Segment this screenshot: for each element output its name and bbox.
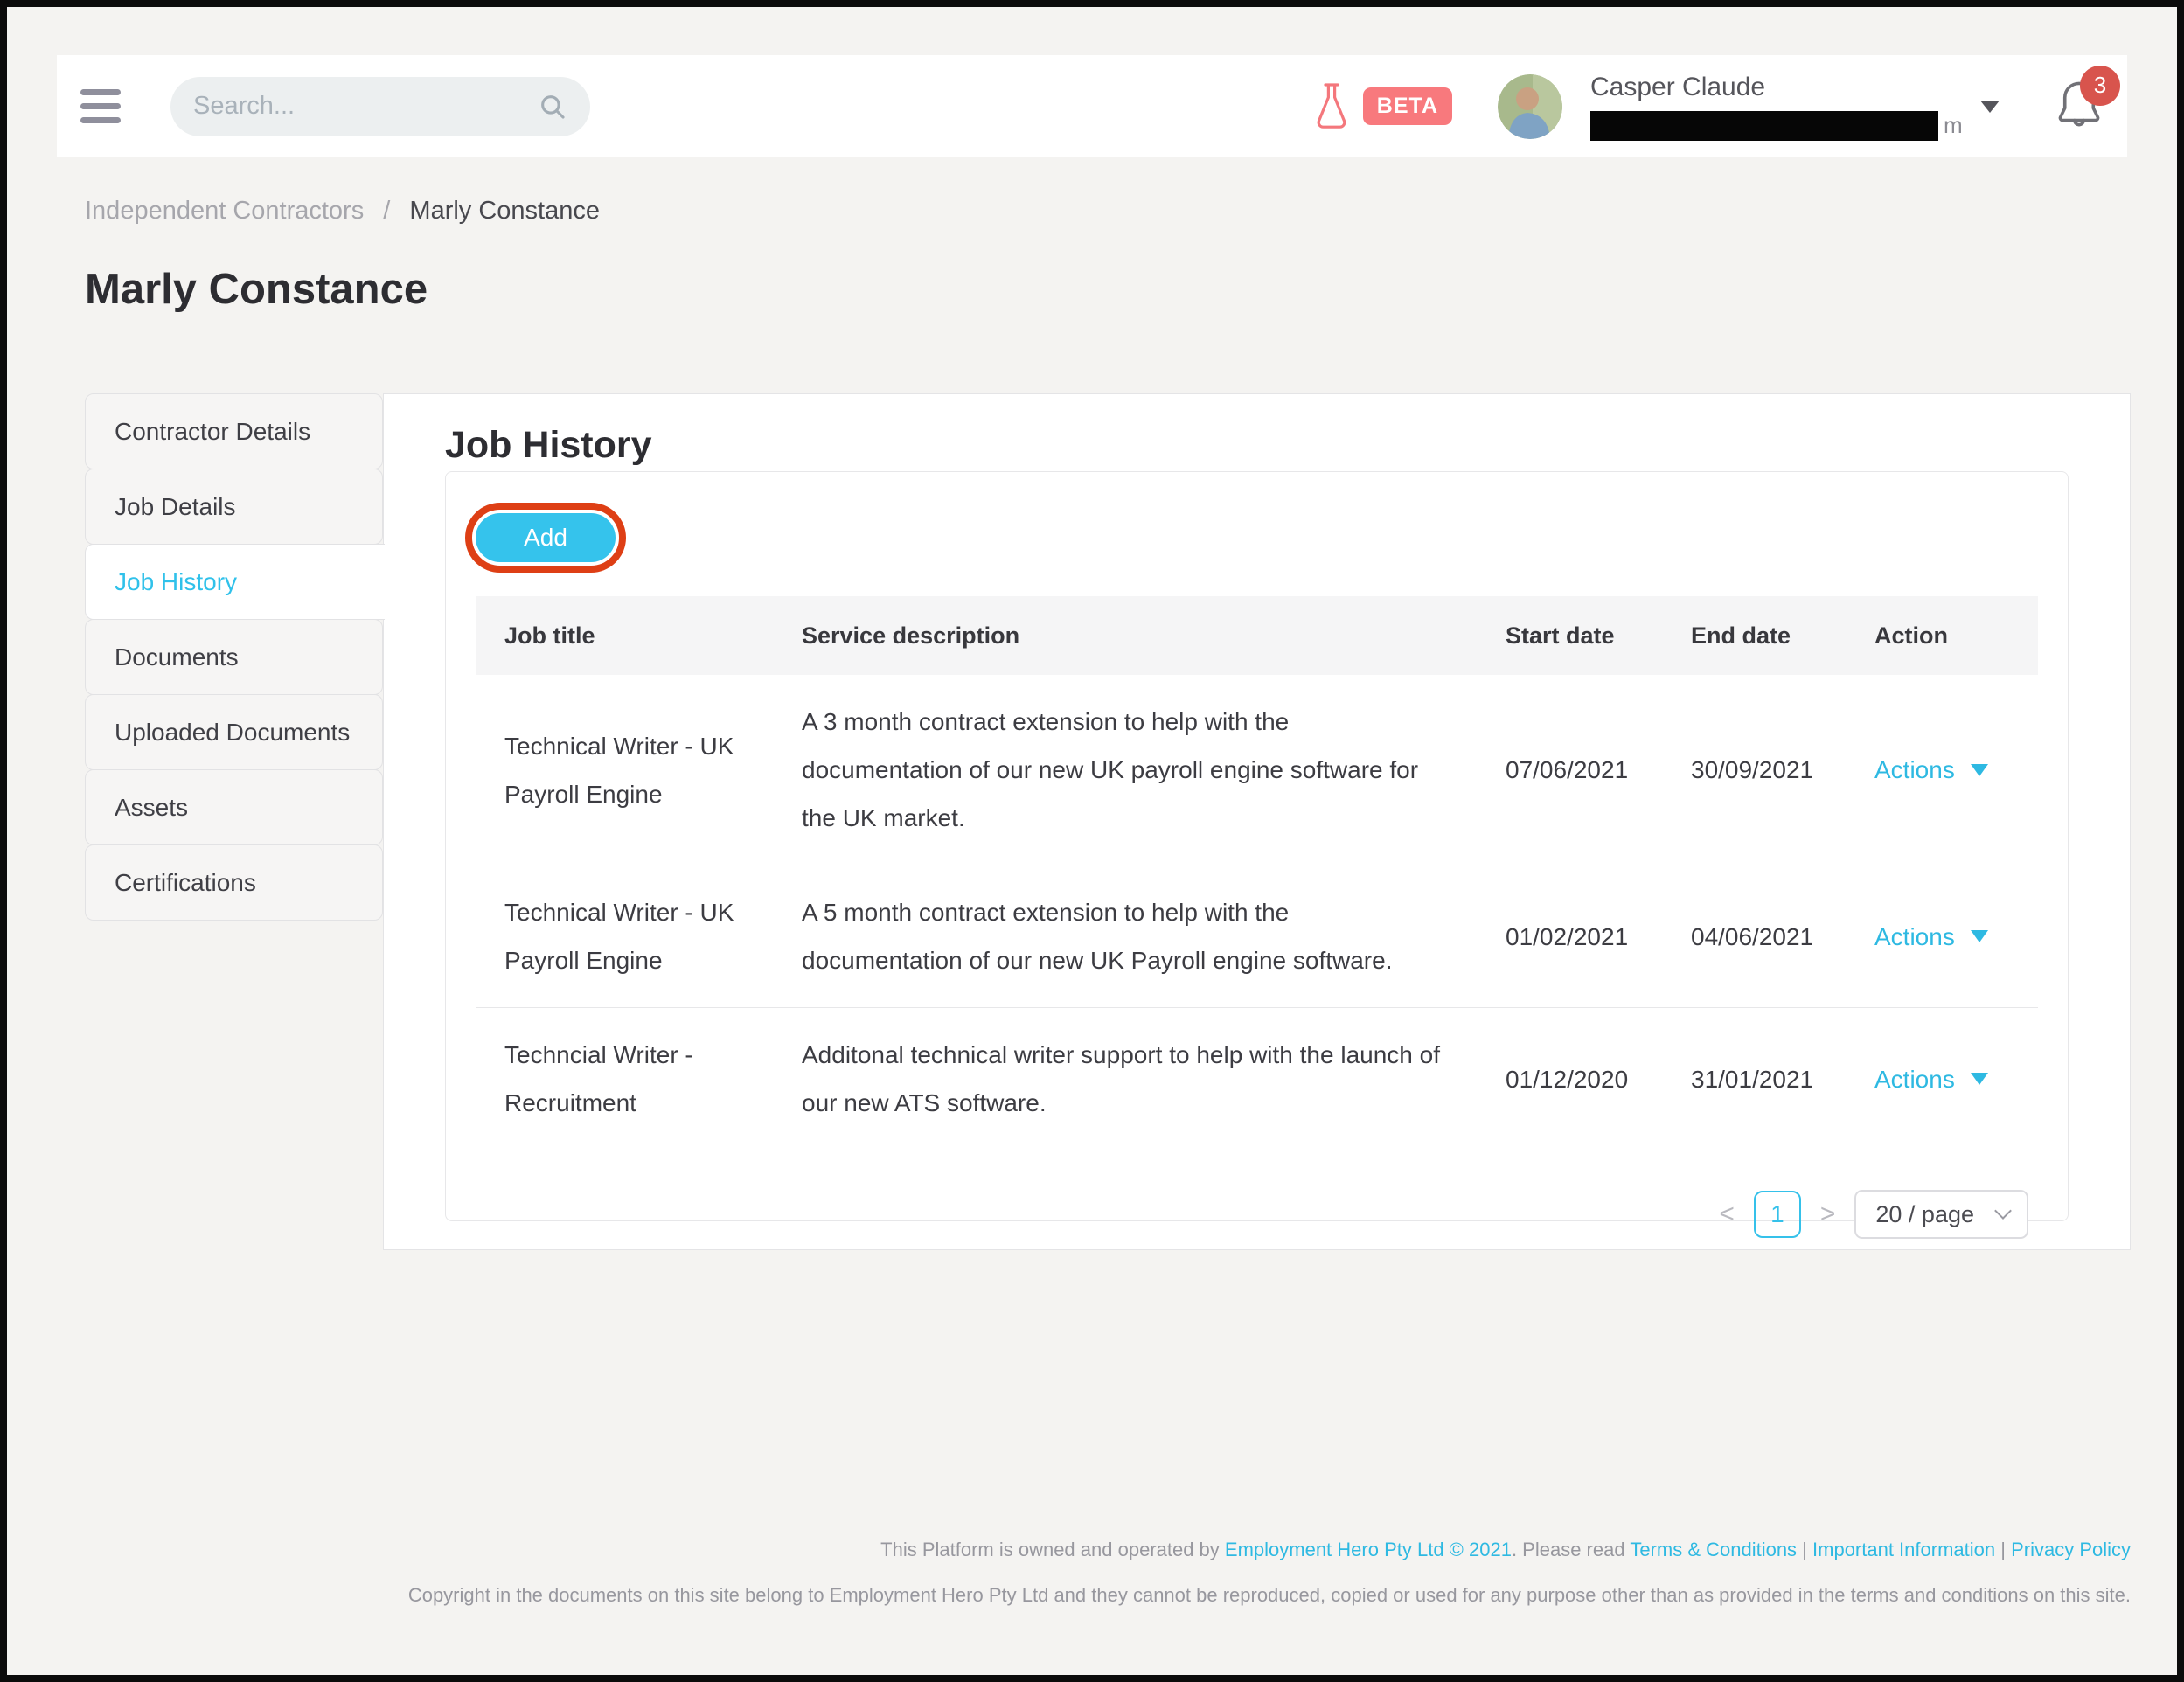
- page-size-value: 20 / page: [1875, 1200, 1974, 1227]
- breadcrumb-parent[interactable]: Independent Contractors: [85, 197, 365, 225]
- column-header-action: Action: [1874, 622, 1948, 649]
- cell-start-date: 01/12/2020: [1506, 1065, 1629, 1093]
- section-title: Job History: [445, 424, 652, 466]
- job-history-table: Job title Service description Start date…: [476, 596, 2038, 1150]
- add-button[interactable]: Add: [476, 513, 616, 562]
- footer-separator: |: [1995, 1539, 2012, 1560]
- redaction-bar: [1590, 110, 1938, 141]
- footer-legal-line: This Platform is owned and operated by E…: [880, 1539, 2131, 1561]
- user-info[interactable]: Casper Claude m: [1590, 73, 1977, 141]
- column-header-start-date: Start date: [1506, 622, 1615, 649]
- cell-service-description: A 3 month contract extension to help wit…: [802, 708, 1419, 831]
- table-row: Techncial Writer - Recruitment Additonal…: [476, 1008, 2038, 1150]
- beta-feature-group: BETA: [1311, 80, 1452, 134]
- sidebar-item-contractor-details[interactable]: Contractor Details: [85, 393, 383, 469]
- actions-label: Actions: [1874, 1065, 1955, 1093]
- app-page: BETA Casper Claude m: [7, 7, 2177, 1675]
- user-email: m: [1944, 112, 1963, 138]
- column-header-job-title: Job title: [504, 622, 595, 649]
- cell-job-title: Technical Writer - UK Payroll Engine: [504, 899, 734, 974]
- chevron-down-icon[interactable]: [1980, 100, 2000, 113]
- cell-start-date: 07/06/2021: [1506, 756, 1629, 783]
- search-input[interactable]: [193, 92, 538, 121]
- cell-job-title: Technical Writer - UK Payroll Engine: [504, 732, 734, 808]
- page-size-select[interactable]: 20 / page: [1854, 1190, 2028, 1239]
- sidebar-item-certifications[interactable]: Certifications: [85, 844, 383, 921]
- terms-conditions-link[interactable]: Terms & Conditions: [1630, 1539, 1798, 1560]
- user-name: Casper Claude: [1590, 72, 1766, 101]
- job-history-panel: Job History Add Job title Service descri…: [383, 393, 2131, 1250]
- pagination: < 1 > 20 / page: [446, 1190, 2028, 1239]
- employment-hero-link[interactable]: Employment Hero Pty Ltd © 2021: [1224, 1539, 1512, 1560]
- notification-count-badge: 3: [2080, 65, 2120, 106]
- hamburger-menu-icon[interactable]: [80, 89, 121, 123]
- table-row: Technical Writer - UK Payroll Engine A 3…: [476, 675, 2038, 865]
- chevron-down-icon: [1994, 1202, 2012, 1220]
- sidebar-item-assets[interactable]: Assets: [85, 769, 383, 845]
- actions-dropdown[interactable]: Actions: [1874, 1055, 1988, 1103]
- cell-end-date: 04/06/2021: [1691, 922, 1814, 950]
- sidebar-tabs: Contractor Details Job Details Job Histo…: [85, 393, 385, 921]
- table-row: Technical Writer - UK Payroll Engine A 5…: [476, 865, 2038, 1008]
- flask-icon: [1317, 82, 1346, 129]
- cell-service-description: Additonal technical writer support to he…: [802, 1041, 1440, 1116]
- search-icon: [541, 94, 565, 119]
- privacy-policy-link[interactable]: Privacy Policy: [2011, 1539, 2131, 1560]
- breadcrumb: Independent Contractors / Marly Constanc…: [85, 197, 600, 226]
- sidebar-item-uploaded-documents[interactable]: Uploaded Documents: [85, 694, 383, 770]
- search-box[interactable]: [170, 76, 590, 136]
- column-header-service-description: Service description: [802, 622, 1020, 649]
- cell-service-description: A 5 month contract extension to help wit…: [802, 899, 1393, 974]
- next-page-button[interactable]: >: [1819, 1199, 1836, 1228]
- table-header: Job title Service description Start date…: [476, 596, 2038, 675]
- page-title: Marly Constance: [85, 266, 428, 313]
- sidebar-item-documents[interactable]: Documents: [85, 619, 383, 695]
- footer-text: . Please read: [1511, 1539, 1631, 1560]
- column-header-end-date: End date: [1691, 622, 1791, 649]
- chevron-down-icon: [1970, 1073, 1988, 1085]
- actions-label: Actions: [1874, 756, 1955, 783]
- footer-text: This Platform is owned and operated by: [880, 1539, 1225, 1560]
- current-page-button[interactable]: 1: [1753, 1191, 1801, 1238]
- beta-badge: BETA: [1362, 87, 1452, 125]
- chevron-down-icon: [1970, 930, 1988, 942]
- job-history-card: Add Job title Service description Start …: [445, 471, 2069, 1239]
- footer-copyright-line: Copyright in the documents on this site …: [407, 1584, 2131, 1606]
- chevron-down-icon: [1970, 763, 1988, 776]
- cell-end-date: 31/01/2021: [1691, 1065, 1814, 1093]
- actions-dropdown[interactable]: Actions: [1874, 913, 1988, 961]
- top-bar: BETA Casper Claude m: [57, 55, 2127, 157]
- cell-end-date: 30/09/2021: [1691, 756, 1814, 783]
- sidebar-item-job-history[interactable]: Job History: [85, 544, 385, 620]
- actions-dropdown[interactable]: Actions: [1874, 746, 1988, 794]
- cell-start-date: 01/02/2021: [1506, 922, 1629, 950]
- cell-job-title: Techncial Writer - Recruitment: [504, 1041, 693, 1116]
- footer-separator: |: [1797, 1539, 1813, 1560]
- prev-page-button[interactable]: <: [1719, 1199, 1735, 1228]
- avatar[interactable]: [1498, 73, 1562, 139]
- breadcrumb-current: Marly Constance: [409, 197, 600, 225]
- important-information-link[interactable]: Important Information: [1812, 1539, 1996, 1560]
- notifications-bell[interactable]: 3: [2052, 65, 2120, 137]
- sidebar-item-job-details[interactable]: Job Details: [85, 469, 383, 545]
- actions-label: Actions: [1874, 922, 1955, 950]
- breadcrumb-separator: /: [383, 197, 391, 225]
